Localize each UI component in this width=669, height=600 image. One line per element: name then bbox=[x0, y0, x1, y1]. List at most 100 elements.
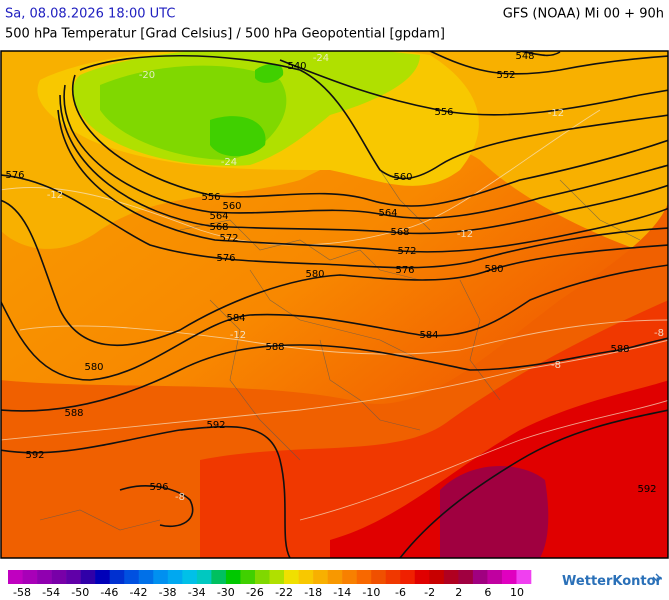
colorbar-swatch bbox=[8, 570, 23, 584]
geopotential-labels: 548 552 556 540 560 556 560 564 564 568 … bbox=[5, 51, 656, 495]
logo: WetterKontor bbox=[562, 574, 663, 589]
colorbar-tick-label: 2 bbox=[455, 586, 462, 599]
contour-label: 588 bbox=[610, 344, 629, 355]
colorbar-tick-label: -30 bbox=[217, 586, 235, 599]
subtitle: 500 hPa Temperatur [Grad Celsius] / 500 … bbox=[5, 27, 445, 42]
contour-label: 568 bbox=[209, 222, 228, 233]
colorbar-swatch bbox=[284, 570, 299, 584]
colorbar-swatch bbox=[109, 570, 125, 584]
colorbar-swatch bbox=[37, 570, 52, 584]
contour-label: 584 bbox=[226, 313, 245, 324]
colorbar-tick-label: -2 bbox=[424, 586, 435, 599]
isotherm-label: -24 bbox=[221, 157, 237, 168]
colorbar-swatch bbox=[51, 570, 67, 584]
contour-label: 580 bbox=[84, 362, 103, 373]
isotherm-label: -12 bbox=[457, 229, 473, 240]
isotherm-label: -12 bbox=[47, 190, 63, 201]
colorbar-swatch bbox=[356, 570, 372, 584]
colorbar-swatch bbox=[385, 570, 401, 584]
model: GFS (NOAA) Mi 00 + 90h bbox=[503, 7, 664, 22]
contour-label: 572 bbox=[397, 246, 416, 257]
datetime: Sa, 08.08.2026 18:00 UTC bbox=[5, 7, 175, 22]
map: 548 552 556 540 560 556 560 564 564 568 … bbox=[0, 50, 669, 559]
colorbar-swatch bbox=[516, 570, 532, 584]
contour-label: 560 bbox=[393, 172, 412, 183]
colorbar-tick-label: -34 bbox=[188, 586, 206, 599]
isotherm-label: -24 bbox=[313, 53, 329, 64]
colorbar-swatch bbox=[196, 570, 212, 584]
colorbar-tick-label: -58 bbox=[13, 586, 31, 599]
contour-label: 580 bbox=[484, 264, 503, 275]
colorbar-swatch bbox=[254, 570, 270, 584]
colorbar-swatch bbox=[95, 570, 110, 584]
colorbar-tick-label: -18 bbox=[304, 586, 322, 599]
contour-label: 588 bbox=[265, 342, 284, 353]
colorbar-swatch bbox=[327, 570, 343, 584]
isotherm-label: -8 bbox=[551, 360, 561, 371]
colorbar-tick-label: -14 bbox=[333, 586, 351, 599]
contour-label: 576 bbox=[216, 253, 235, 264]
contour-label: 564 bbox=[378, 208, 397, 219]
colorbar-swatch bbox=[342, 570, 357, 584]
colorbar-swatch bbox=[167, 570, 183, 584]
contour-label: 576 bbox=[395, 265, 414, 276]
colorbar-swatch bbox=[22, 570, 38, 584]
contour-label: 560 bbox=[222, 201, 241, 212]
colorbar-tick-label: -42 bbox=[129, 586, 147, 599]
contour-label: 592 bbox=[206, 420, 225, 431]
colorbar-swatch bbox=[153, 570, 169, 584]
contour-label: 584 bbox=[419, 330, 438, 341]
colorbar-tick-label: -6 bbox=[395, 586, 406, 599]
contour-label: 540 bbox=[287, 61, 306, 72]
colorbar-swatch bbox=[313, 570, 328, 584]
colorbar-swatch bbox=[240, 570, 256, 584]
isotherm-label: -20 bbox=[139, 70, 155, 81]
contour-label: 552 bbox=[496, 70, 515, 81]
colorbar: -58 -54 -50 -46 -42 -38 -34 -30 -26 -22 -18 -14 -10-… bbox=[8, 570, 532, 599]
colorbar-tick-label: -38 bbox=[159, 586, 177, 599]
colorbar-tick-label: 10 bbox=[510, 586, 524, 599]
colorbar-swatch bbox=[501, 570, 517, 584]
colorbar-swatch bbox=[66, 570, 81, 584]
contour-label: 572 bbox=[219, 233, 238, 244]
colorbar-swatch bbox=[443, 570, 459, 584]
colorbar-swatch bbox=[269, 570, 285, 584]
colorbar-swatch bbox=[458, 570, 474, 584]
colorbar-tick-label: 6 bbox=[484, 586, 491, 599]
isotherm-label: -12 bbox=[548, 108, 564, 119]
contour-label: 564 bbox=[209, 211, 228, 222]
colorbar-tick-label: -46 bbox=[100, 586, 118, 599]
colorbar-swatch bbox=[124, 570, 140, 584]
temperature-labels: -20 -24 -24 -12 -12 -12 -12 -8 -8 -8 bbox=[47, 53, 664, 503]
contour-label: 568 bbox=[390, 227, 409, 238]
contour-label: 576 bbox=[5, 170, 24, 181]
colorbar-tick-label: -50 bbox=[71, 586, 89, 599]
colorbar-tick-label: -26 bbox=[246, 586, 264, 599]
colorbar-swatch bbox=[487, 570, 503, 584]
contour-label: 588 bbox=[64, 408, 83, 419]
isotherm-label: -8 bbox=[654, 328, 664, 339]
contour-label: 556 bbox=[201, 192, 220, 203]
colorbar-swatch bbox=[429, 570, 445, 584]
colorbar-swatch bbox=[225, 570, 241, 584]
contour-label: 592 bbox=[637, 484, 656, 495]
colorbar-swatch bbox=[371, 570, 387, 584]
colorbar-swatch bbox=[182, 570, 198, 584]
colorbar-swatch bbox=[414, 570, 430, 584]
contour-label: 556 bbox=[434, 107, 453, 118]
contour-label: 580 bbox=[305, 269, 324, 280]
colorbar-swatch bbox=[138, 570, 154, 584]
colorbar-tick-label: -22 bbox=[275, 586, 293, 599]
colorbar-swatch bbox=[211, 570, 227, 584]
colorbar-swatch bbox=[298, 570, 314, 584]
colorbar-swatch bbox=[80, 570, 96, 584]
colorbar-swatch bbox=[472, 570, 488, 584]
isotherm-label: -8 bbox=[175, 492, 185, 503]
colorbar-swatch bbox=[400, 570, 416, 584]
isotherm-label: -12 bbox=[230, 330, 246, 341]
contour-label: 592 bbox=[25, 450, 44, 461]
colorbar-tick-label: -10 bbox=[362, 586, 380, 599]
colorbar-tick-label: -54 bbox=[42, 586, 60, 599]
contour-label: 548 bbox=[515, 51, 534, 62]
